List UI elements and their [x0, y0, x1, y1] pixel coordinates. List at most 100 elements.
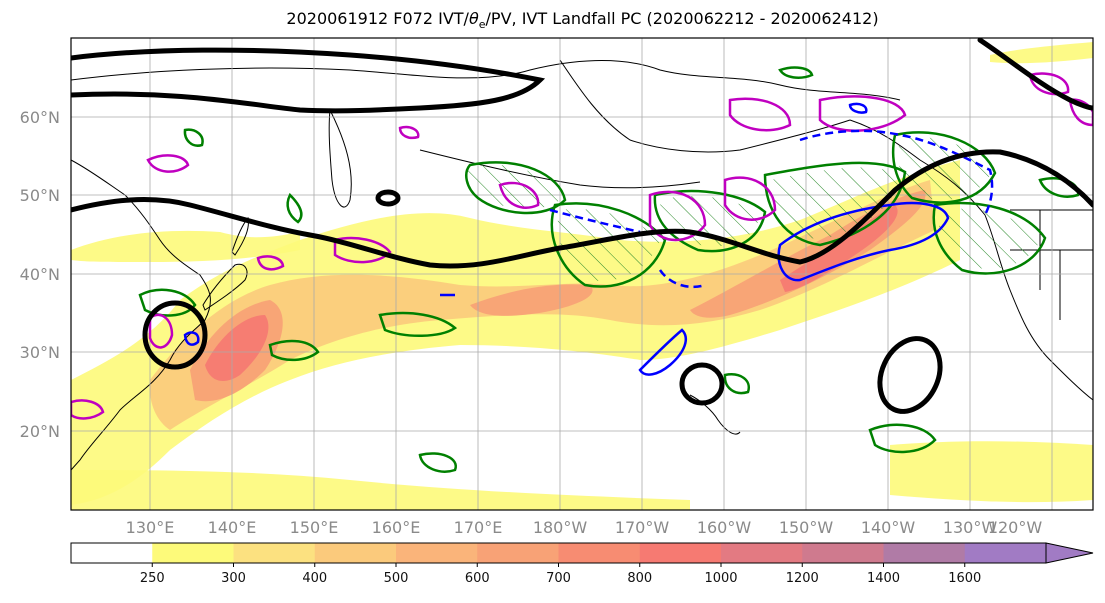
theta-e-contour [778, 66, 814, 79]
theta-e-contour [268, 339, 320, 362]
theta-e-contour [465, 161, 567, 215]
pv-contour-main [71, 149, 1093, 269]
colorbar-tick-label: 500 [384, 571, 409, 586]
theta-e-contour [932, 201, 1047, 275]
coastline-arctic [71, 60, 901, 101]
lat-label: 30°N [20, 343, 60, 362]
landfall-pc-contour [498, 181, 540, 209]
lon-label: 130°E [126, 518, 175, 537]
colorbar-tick-label: 1600 [948, 571, 981, 586]
landfall-pc-contour [728, 97, 792, 132]
hatched-regions [467, 137, 1040, 281]
state-borders [1010, 209, 1093, 320]
colorbar-segment [152, 543, 234, 563]
landfall-pc-dashed [799, 129, 994, 216]
lon-label: 130°W [943, 518, 998, 537]
coastline-asia [71, 159, 211, 471]
lon-label: 180°W [533, 518, 588, 537]
lon-label: 150°E [290, 518, 339, 537]
landfall-pc-contour [1068, 98, 1093, 127]
coastline-japan-south [202, 263, 248, 311]
lat-label: 50°N [20, 186, 60, 205]
theta-e-contour [418, 452, 457, 473]
theta-e-contour [763, 161, 907, 247]
lat-labels: 60°N 50°N 40°N 30°N 20°N [20, 108, 60, 441]
colorbar-segment [964, 543, 1047, 563]
landfall-pc-solid [777, 201, 950, 282]
landfall-pc-magnitude-contours [71, 72, 1093, 420]
colorbar-tick-label: 1400 [867, 571, 900, 586]
coastline-alaska-west [559, 59, 851, 153]
colorbar-tick-label: 600 [465, 571, 490, 586]
theta-e-contour [868, 423, 937, 454]
ivt-700-central [470, 284, 593, 316]
colorbar-tick-label: 1200 [786, 571, 819, 586]
theta-e-contour [1038, 177, 1080, 198]
theta-e-contour [378, 311, 458, 338]
landfall-pc-solid [848, 102, 868, 114]
theta-e-contour [723, 373, 751, 395]
colorbar-tick-label: 400 [302, 571, 327, 586]
pv-contour-arctic [71, 47, 546, 114]
colorbar-tick-label: 1000 [704, 571, 737, 586]
colorbar: 250 300 400 500 600 700 800 1000 1200 1400 1600 [70, 542, 1094, 586]
ivt-band-north [71, 230, 300, 262]
pv-contour-northeast [977, 38, 1093, 111]
landfall-pc-dashed [658, 269, 706, 289]
ivt-band-arctic [990, 42, 1093, 64]
lon-label: 140°E [208, 518, 257, 537]
theta-e-contour [286, 192, 303, 224]
colorbar-segment [883, 543, 966, 563]
lon-label: 170°W [615, 518, 670, 537]
ivt-700-east [690, 190, 926, 318]
lon-label: 120°W [988, 518, 1043, 537]
theta-e-contour [891, 131, 997, 204]
landfall-pc-contour [818, 95, 907, 132]
landfall-pc-contour [723, 176, 777, 221]
ivt-band-east [890, 441, 1093, 503]
map-layers [71, 38, 1093, 510]
colorbar-tick-label: 250 [140, 571, 165, 586]
landfall-pc-solid [183, 331, 200, 346]
landfall-pc-contours [183, 102, 994, 376]
landfall-pc-solid [638, 328, 687, 376]
landfall-pc-contour [333, 236, 392, 264]
colorbar-segment [396, 543, 478, 563]
colorbar-segment [314, 543, 397, 563]
ivt-1000-west [205, 315, 269, 381]
colorbar-tick-label: 300 [221, 571, 246, 586]
lon-label: 160°W [697, 518, 752, 537]
colorbar-segment [71, 543, 153, 563]
lat-label: 20°N [20, 422, 60, 441]
landfall-pc-dashed [549, 208, 641, 234]
pv-contour-small [375, 189, 401, 207]
lon-label: 160°E [372, 518, 421, 537]
landfall-pc-contour [146, 154, 190, 173]
lon-label: 170°E [454, 518, 503, 537]
colorbar-segment [721, 543, 803, 563]
pv-contour-hawaii-cutoff [679, 362, 725, 406]
lon-labels: 130°E 140°E 150°E 160°E 170°E 180°W 170°… [126, 518, 1043, 537]
colorbar-segment [558, 543, 641, 563]
colorbar-tick-label: 700 [546, 571, 571, 586]
colorbar-segment [802, 543, 884, 563]
theta-e-contour [183, 128, 204, 147]
colorbar-tick-label: 800 [627, 571, 652, 586]
colorbar-segment [477, 543, 559, 563]
pv-contour-east-cutoff [877, 336, 943, 414]
landfall-pc-contour [648, 190, 707, 242]
coastline-aleutians [419, 149, 701, 189]
lon-label: 150°W [779, 518, 834, 537]
map-frame [70, 37, 1094, 511]
pv-contour-japan-cutoff [142, 300, 208, 370]
coastline-kamchatka [328, 108, 352, 208]
colorbar-extend-arrow [1045, 542, 1094, 564]
lat-label: 40°N [20, 265, 60, 284]
landfall-pc-contour [71, 399, 105, 420]
ivt-band-south [71, 470, 690, 510]
landfall-pc-contour [256, 255, 285, 271]
chart-title: 2020061912 F072 IVT/θe/PV, IVT Landfall … [286, 9, 879, 32]
colorbar-segment [639, 543, 722, 563]
lon-label: 140°W [861, 518, 916, 537]
